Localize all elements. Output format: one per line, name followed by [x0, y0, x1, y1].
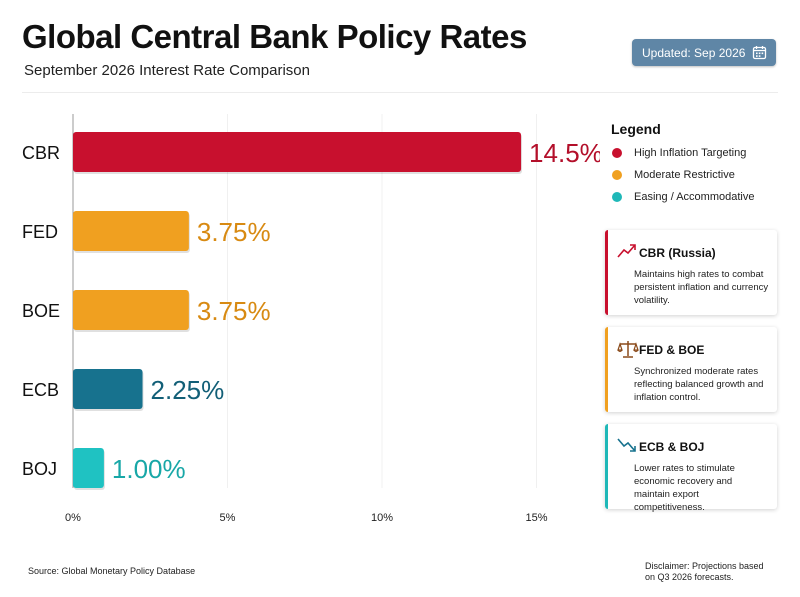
value-label: 3.75%	[197, 217, 271, 247]
trend-down-icon	[617, 438, 636, 452]
info-card-fed-boe: FED & BOE Synchronized moderate rates re…	[605, 327, 777, 412]
legend-label: Easing / Accommodative	[634, 191, 755, 203]
category-label: FED	[22, 222, 58, 242]
x-tick-label: 0%	[65, 512, 81, 524]
card-accent	[605, 230, 608, 315]
disclaimer-note: Disclaimer: Projections based on Q3 2026…	[645, 561, 764, 582]
x-tick-label: 10%	[371, 512, 393, 524]
card-heading: FED & BOE	[639, 343, 705, 357]
legend-label: Moderate Restrictive	[634, 169, 735, 181]
bar	[73, 211, 189, 251]
source-note: Source: Global Monetary Policy Database	[28, 566, 196, 576]
calendar-icon	[752, 46, 767, 60]
info-card-cbr: CBR (Russia) Maintains high rates to com…	[605, 230, 777, 315]
page-subtitle: September 2026 Interest Rate Comparison	[24, 62, 310, 79]
legend-item-easing: Easing / Accommodative	[612, 191, 754, 203]
bar	[73, 448, 104, 488]
card-body: Synchronized moderate rates reflecting b…	[634, 366, 764, 403]
bar	[73, 290, 189, 330]
updated-badge: Updated: Sep 2026	[632, 39, 776, 66]
bar	[73, 132, 522, 172]
value-label: 14.5%	[529, 138, 600, 168]
legend-label: High Inflation Targeting	[634, 147, 747, 159]
value-label: 2.25%	[151, 375, 225, 405]
category-label: BOE	[22, 301, 60, 321]
info-card-ecb-boj: ECB & BOJ Lower rates to stimulate econo…	[605, 424, 777, 513]
x-tick-label: 15%	[525, 512, 547, 524]
updated-label: Updated: Sep 2026	[642, 45, 746, 60]
legend-title: Legend	[611, 121, 661, 137]
card-accent	[605, 327, 608, 412]
bar-chart: 0% 5% 10% 15% CBR 14.5% FED 3.75% BOE 3.75% ECB 2.2…	[22, 114, 600, 524]
category-label: CBR	[22, 143, 60, 163]
value-label: 3.75%	[197, 296, 271, 326]
balance-scale-icon	[617, 341, 639, 358]
bar	[73, 369, 143, 409]
card-accent	[605, 424, 608, 509]
card-body: Maintains high rates to combat persisten…	[634, 269, 769, 306]
category-label: BOJ	[22, 459, 57, 479]
page-title: Global Central Bank Policy Rates	[22, 18, 527, 55]
legend-swatch	[612, 192, 622, 202]
trend-up-icon	[617, 244, 636, 258]
card-heading: CBR (Russia)	[639, 246, 716, 260]
legend-item-moderate: Moderate Restrictive	[612, 169, 735, 181]
header-divider	[22, 92, 778, 93]
card-heading: ECB & BOJ	[639, 440, 705, 454]
card-body: Lower rates to stimulate economic recove…	[634, 463, 735, 513]
x-tick-label: 5%	[220, 512, 236, 524]
category-label: ECB	[22, 380, 59, 400]
legend-item-high: High Inflation Targeting	[612, 147, 746, 159]
value-label: 1.00%	[112, 454, 186, 484]
legend-swatch	[612, 170, 622, 180]
legend-swatch	[612, 148, 622, 158]
